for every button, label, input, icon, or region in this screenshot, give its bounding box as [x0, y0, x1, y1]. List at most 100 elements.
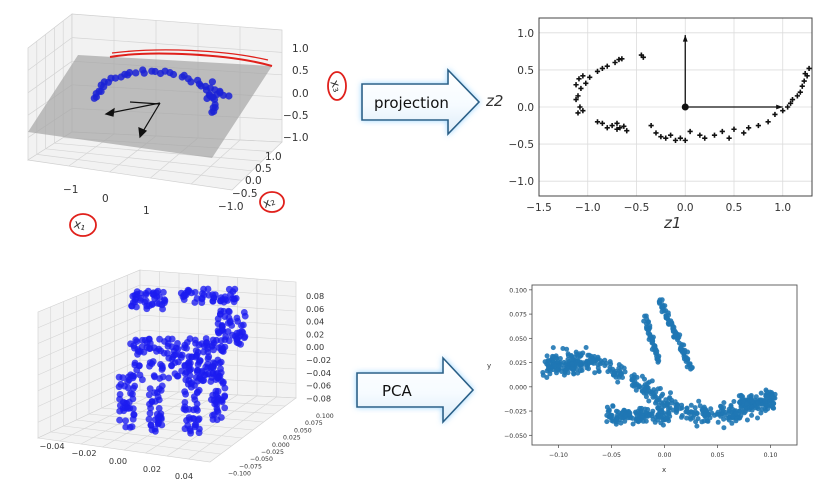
- br-point: [644, 324, 649, 330]
- tr-origin: [681, 103, 689, 111]
- br-point: [649, 346, 655, 352]
- tr-point: [594, 119, 601, 125]
- bl-point: [209, 363, 216, 371]
- tr-y-tick: −1.0: [509, 176, 535, 188]
- br-point: [643, 394, 649, 400]
- br-point: [613, 419, 619, 425]
- br-point: [647, 331, 653, 337]
- br-point: [684, 364, 690, 370]
- br-point: [722, 412, 728, 418]
- br-point: [569, 361, 575, 367]
- br-point: [622, 418, 628, 424]
- bl-point: [124, 378, 131, 386]
- br-point: [597, 361, 603, 367]
- tr-point: [794, 93, 800, 99]
- br-point: [758, 390, 764, 396]
- br-y-tick: 0.025: [509, 360, 527, 367]
- br-point: [654, 398, 659, 404]
- bl-point: [189, 415, 197, 422]
- br-point: [665, 310, 671, 316]
- tr-point: [599, 120, 605, 126]
- bl-point: [146, 339, 154, 347]
- bl-point: [173, 372, 181, 380]
- tl-gridline: [71, 37, 283, 53]
- bl-point: [214, 320, 222, 328]
- bl-point: [169, 353, 177, 361]
- br-point: [629, 382, 635, 388]
- bl-point: [156, 293, 163, 301]
- bl-point: [233, 336, 241, 344]
- bl-z-tick: −0.06: [306, 381, 331, 391]
- br-point: [655, 412, 661, 418]
- bl-point: [231, 285, 239, 293]
- pca-label: PCA: [382, 382, 413, 400]
- tr-point: [614, 126, 620, 132]
- bl-point: [185, 287, 193, 294]
- br-point: [569, 356, 575, 362]
- bl-point: [202, 335, 210, 342]
- bl-y-tick: 0.075: [305, 420, 323, 427]
- tr-point: [575, 93, 581, 99]
- br-point: [678, 345, 684, 351]
- tr-point: [765, 119, 771, 125]
- bl-point: [156, 335, 164, 343]
- br-point: [621, 365, 627, 371]
- tr-point: [677, 135, 683, 141]
- tl-point: [169, 70, 178, 79]
- bl-z-tick: 0.06: [306, 304, 324, 314]
- tr-y-tick: −0.5: [509, 139, 535, 151]
- tr-y-tick: 0.5: [517, 65, 534, 77]
- bl-point: [148, 426, 156, 434]
- bl-z-tick: −0.04: [306, 368, 331, 378]
- br-point: [739, 395, 745, 401]
- br-point: [622, 369, 628, 375]
- bl-x-tick: −0.02: [71, 448, 96, 458]
- br-point: [578, 352, 584, 358]
- bl-point: [221, 404, 229, 412]
- bl-z-tick: −0.08: [306, 393, 331, 403]
- bl-point: [129, 405, 137, 413]
- br-point: [763, 387, 769, 393]
- bl-point: [213, 407, 221, 414]
- bl-point: [213, 401, 221, 408]
- tr-x-tick: −1.0: [575, 202, 601, 214]
- bl-point: [175, 358, 182, 366]
- br-point: [764, 403, 770, 408]
- br-y-tick: 0.050: [509, 336, 527, 343]
- br-point: [725, 415, 731, 421]
- br-point: [683, 356, 689, 362]
- svg-text:x₂: x₂: [261, 194, 277, 211]
- tr-point: [576, 76, 582, 82]
- bl-point: [131, 359, 139, 367]
- bl-gridline: [188, 396, 277, 460]
- tl-gridline: [190, 139, 241, 185]
- bl-x-tick: −0.04: [39, 441, 64, 451]
- br-point: [715, 409, 721, 415]
- br-point: [651, 387, 657, 393]
- bl-point: [116, 416, 123, 424]
- br-point: [642, 406, 648, 412]
- tr-point: [672, 137, 679, 143]
- br-y-tick: 0.000: [509, 384, 527, 391]
- br-point: [766, 398, 772, 404]
- bl-z-tick: 0.04: [306, 317, 324, 327]
- br-point: [666, 411, 672, 417]
- tl-z-tick: −0.5: [283, 110, 309, 122]
- bl-point: [224, 297, 231, 304]
- bl-point: [146, 400, 153, 408]
- tr-point: [577, 104, 583, 110]
- br-y-tick: −0.025: [504, 409, 527, 416]
- bl-point: [146, 385, 154, 392]
- br-point: [616, 362, 622, 368]
- bl-point: [236, 329, 244, 336]
- tr-point: [797, 89, 803, 95]
- br-point: [556, 363, 562, 369]
- bl-point: [185, 406, 193, 413]
- br-point: [737, 408, 743, 414]
- bl-point: [117, 380, 125, 388]
- br-point: [647, 412, 653, 418]
- br-point: [615, 379, 621, 385]
- br-point: [630, 421, 636, 427]
- bl-gridline: [37, 329, 141, 376]
- bl-point: [160, 288, 167, 296]
